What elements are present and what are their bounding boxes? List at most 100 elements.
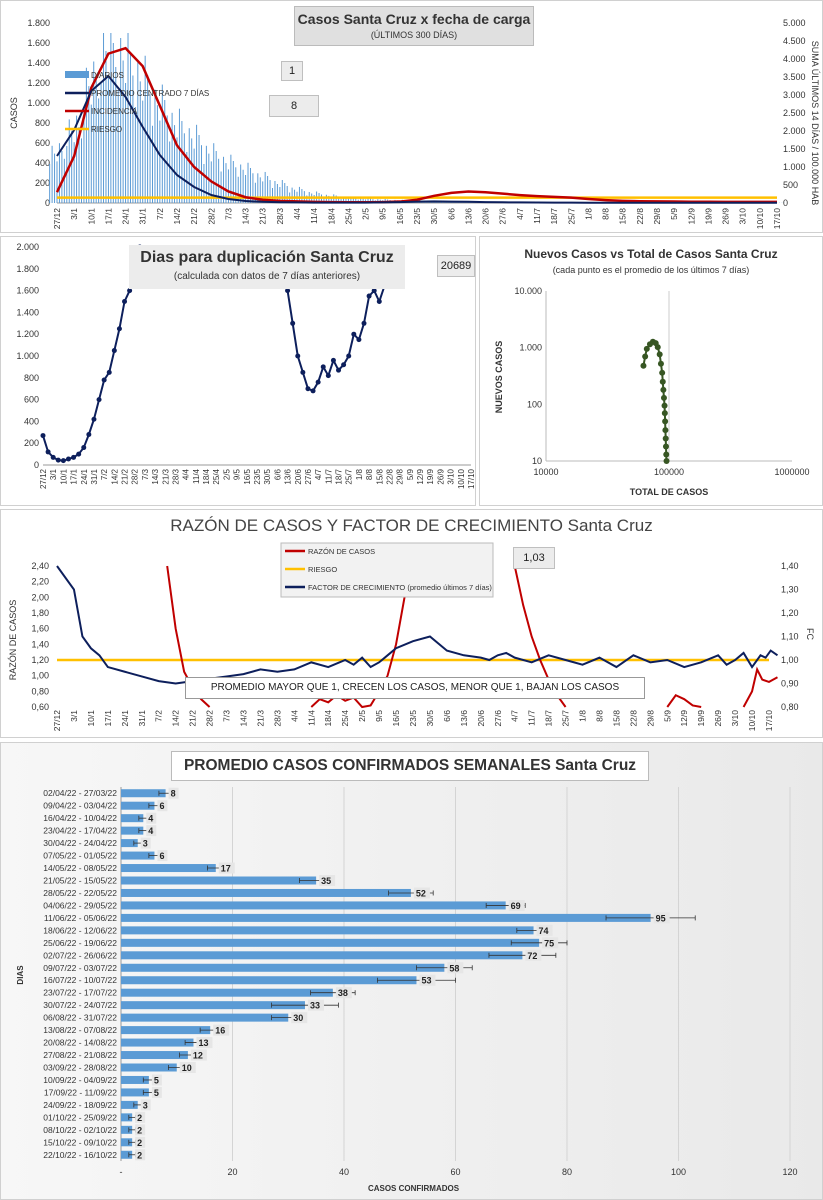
x-tick-label: 10/10 [747, 710, 757, 732]
point-nuevos [662, 443, 669, 450]
line-incidencia [55, 46, 777, 204]
x-tick-label: 40 [339, 1167, 349, 1177]
casos-title: Casos Santa Cruz x fecha de carga [297, 11, 531, 27]
point-duplicacion [356, 337, 362, 343]
x-tick-label: 26/9 [436, 468, 445, 484]
y2-tick-label: 4.500 [783, 36, 806, 46]
value-label-bg [146, 812, 157, 824]
y2-tick-label: 1.500 [783, 144, 806, 154]
x-tick-label: 15/8 [618, 208, 628, 225]
bar-semanal [121, 1150, 133, 1159]
x-tick-label: 9/5 [374, 710, 384, 722]
point-duplicacion [50, 454, 56, 460]
x-tick-label: 4/7 [515, 208, 525, 220]
x-tick-label: 24/1 [80, 468, 89, 484]
y-tick-label: 200 [35, 178, 50, 188]
value-label-bg [196, 1037, 213, 1049]
point-nuevos [662, 418, 669, 425]
legend-label: INCIDENCIA [91, 107, 138, 116]
x-tick-label: 11/7 [324, 468, 333, 484]
x-tick-label: 28/3 [171, 468, 180, 484]
y-axis-label: CASOS [9, 97, 19, 129]
point-duplicacion [127, 288, 133, 294]
value-label: 74 [539, 926, 549, 936]
point-nuevos [663, 451, 670, 458]
x-tick-label: 18/4 [323, 710, 333, 727]
x-tick-label: 24/1 [121, 208, 131, 225]
x-tick-label: 27/6 [304, 468, 313, 484]
x-tick-label: 16/5 [391, 710, 401, 727]
x-tick-label: 60 [450, 1167, 460, 1177]
panel-casos: 0 200 400 600 800 1.000 1.200 1.400 1.600 1.800 0 5… [0, 0, 823, 233]
category-label: 16/04/22 - 10/04/22 [43, 813, 117, 823]
point-nuevos [642, 353, 649, 360]
x-tick-label: 6/6 [273, 468, 282, 480]
point-duplicacion [122, 299, 128, 304]
y-tick-label: 1,20 [31, 655, 49, 665]
y2-tick-label: 0,80 [781, 702, 799, 712]
y-tick-label: 1,60 [31, 624, 49, 634]
x-tick-label: 17/1 [103, 208, 113, 225]
duplicacion-subtitle: (calculada con datos de 7 días anteriore… [173, 271, 361, 282]
point-duplicacion [320, 364, 326, 370]
line-razon [742, 666, 778, 708]
value-label: 58 [449, 963, 459, 973]
x-tick-label: 28/3 [272, 710, 282, 727]
category-label: 08/10/22 - 02/10/22 [43, 1125, 117, 1135]
y-tick-label: 1,40 [31, 639, 49, 649]
value-label: 2 [137, 1138, 142, 1148]
value-label-bg [151, 1086, 162, 1098]
x-tick-label: 13/6 [459, 710, 469, 727]
value-label: 6 [159, 801, 164, 811]
legend-box [280, 542, 494, 598]
bar-semanal [121, 864, 216, 873]
value-label-bg [135, 1124, 146, 1136]
x-tick-label: 10/10 [457, 468, 466, 489]
x-tick-label: 14/3 [151, 468, 160, 484]
y-tick-label: 800 [35, 118, 50, 128]
bar-semanal [121, 1051, 188, 1060]
y2-tick-label: 2.500 [783, 108, 806, 118]
point-duplicacion [310, 388, 316, 394]
value-label-bg [508, 899, 525, 911]
category-label: 14/05/22 - 08/05/22 [43, 863, 117, 873]
value-label-bg [653, 912, 670, 924]
value-label: 4 [148, 814, 153, 824]
line-nuevos [642, 340, 668, 462]
casos-box-b: 8 [269, 95, 319, 117]
x-tick-label: 17/1 [70, 468, 79, 484]
x-tick-label: 25/4 [340, 710, 350, 727]
value-label-bg [291, 1012, 308, 1024]
x-tick-label: 4/4 [292, 208, 302, 220]
point-duplicacion [361, 320, 367, 326]
x-tick-label: 8/8 [601, 208, 611, 220]
y2-axis-label: SUMA ÚLTIMOS 14 DÍAS / 100.000 HAB [810, 41, 820, 205]
line-promedio [56, 74, 777, 204]
value-label-bg [179, 1062, 196, 1073]
x-tick-label: 27/12 [39, 468, 48, 489]
value-label-bg [135, 1136, 146, 1148]
bar-semanal [121, 926, 534, 935]
line-razon [310, 565, 414, 709]
value-label-bg [190, 1049, 207, 1061]
x-tick-label: 18/7 [549, 208, 559, 225]
legend-label: RAZÓN DE CASOS [308, 547, 375, 556]
value-label-bg [135, 1149, 146, 1161]
point-nuevos [661, 410, 668, 417]
y-tick-label: 1,00 [31, 671, 49, 681]
y-tick-label: 1.000 [27, 98, 50, 108]
y-tick-label: 2,00 [31, 592, 49, 602]
value-label-bg [319, 875, 336, 886]
point-nuevos [659, 378, 666, 385]
category-label: 02/04/22 - 27/03/22 [43, 788, 117, 798]
y-tick-label: 1.200 [27, 78, 50, 88]
point-duplicacion [325, 373, 331, 379]
category-label: 18/06/22 - 12/06/22 [43, 925, 117, 935]
bar-semanal [121, 988, 333, 997]
x-axis-label: CASOS CONFIRMADOS [368, 1184, 460, 1193]
x-tick-label: 14/2 [110, 468, 119, 484]
value-label: 35 [321, 876, 331, 886]
legend-label: DIARIOS [91, 71, 124, 80]
point-duplicacion [55, 457, 61, 463]
y-tick-label: 400 [35, 158, 50, 168]
